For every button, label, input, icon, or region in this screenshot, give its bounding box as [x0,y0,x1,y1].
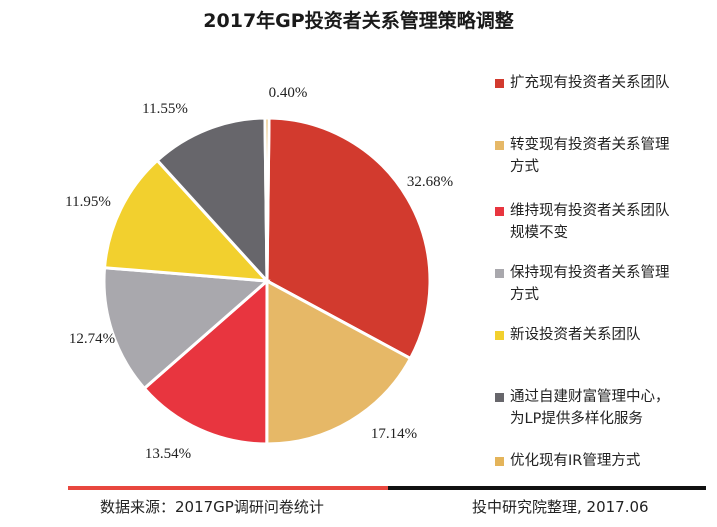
legend-swatch [495,141,504,150]
pie-slice [155,116,269,285]
pie-data-labels: 32.68% 17.14% 13.54% 12.74% 11.95% 11.55% 0.40… [65,85,453,462]
footer-divider-red [68,486,388,490]
pie-slice [142,277,269,446]
data-label: 17.14% [371,426,417,442]
legend-label-line2: 为LP提供多样化服务 [510,411,643,427]
chart-title: 2017年GP投资者关系管理策略调整 [203,10,514,32]
data-label: 12.74% [69,331,115,347]
pie-slice [102,266,271,391]
pie-slices [102,116,432,446]
legend-item: 优化现有IR管理方式 [492,450,640,472]
legend-label-line2: 规模不变 [510,225,568,241]
legend-label: 优化现有IR管理方式 [510,453,641,469]
legend-label-line2: 方式 [510,159,539,175]
data-label: 11.95% [65,194,111,210]
pie-slice [265,278,413,446]
legend-swatch [495,457,504,466]
data-label: 32.68% [407,174,453,190]
data-label: 0.40% [269,85,308,101]
footer-credit: 投中研究院整理, 2017.06 [472,498,649,516]
legend-label: 维持现有投资者关系团队 [510,203,670,219]
legend-item: 保持现有投资者关系管理 方式 [492,262,670,306]
legend-item: 维持现有投资者关系团队 规模不变 [492,200,670,244]
legend-label-line2: 方式 [510,287,539,303]
data-label: 13.54% [145,446,191,462]
footer-source: 数据来源：2017GP调研问卷统计 [100,498,324,516]
legend-label: 通过自建财富管理中心， [510,389,670,405]
pie-slice [265,116,432,361]
pie-slice [102,158,271,283]
legend-swatch [495,393,504,402]
legend-item: 转变现有投资者关系管理 方式 [492,134,670,178]
legend-label: 保持现有投资者关系管理 [510,265,670,281]
legend-item: 新设投资者关系团队 [492,324,641,346]
legend-label: 转变现有投资者关系管理 [510,137,670,153]
legend-label: 新设投资者关系团队 [510,327,641,343]
legend-swatch [495,269,504,278]
data-label: 11.55% [142,101,188,117]
legend-label: 扩充现有投资者关系团队 [510,75,670,91]
legend-swatch [495,79,504,88]
legend-item: 通过自建财富管理中心， 为LP提供多样化服务 [492,386,670,430]
legend-swatch [495,331,504,340]
legend-item: 扩充现有投资者关系团队 [492,72,670,94]
legend-swatch [495,207,504,216]
pie-slice [263,116,271,282]
footer-divider-black [388,486,706,490]
